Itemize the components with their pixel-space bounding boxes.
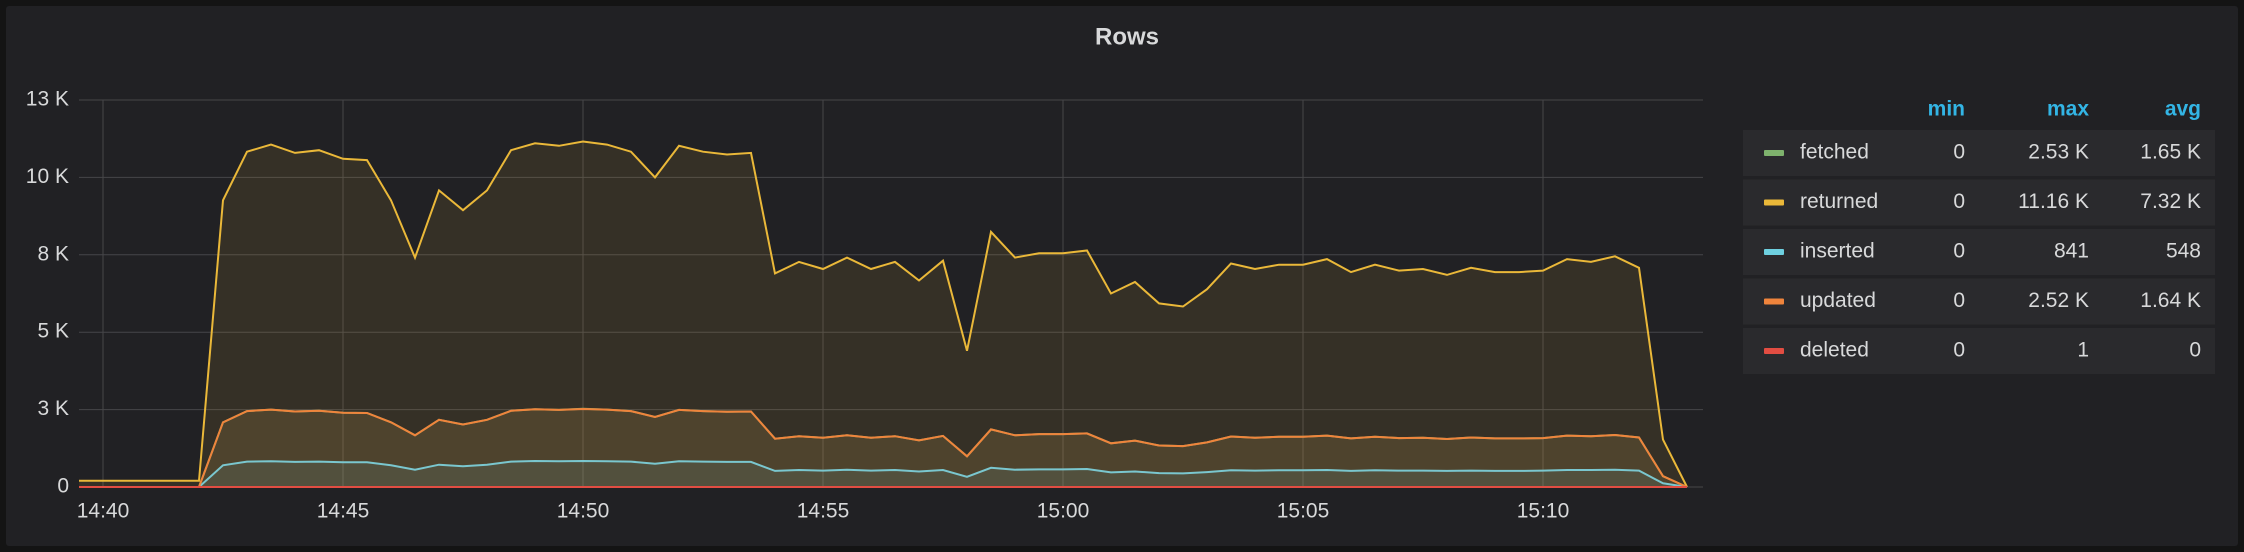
legend-stat: 2.53 K <box>2028 141 2089 164</box>
legend-header: min <box>1928 98 1965 121</box>
legend-row <box>1743 179 2215 226</box>
legend-header: max <box>2047 98 2089 121</box>
legend-stat: 0 <box>1953 141 1965 164</box>
legend-label: updated <box>1800 289 1876 312</box>
legend-stat: 0 <box>1953 190 1965 213</box>
x-tick-label: 14:55 <box>797 500 850 523</box>
legend-stat: 1 <box>2077 339 2089 362</box>
legend-stat: 1.64 K <box>2140 289 2201 312</box>
legend-stat: 2.52 K <box>2028 289 2089 312</box>
legend-stat: 11.16 K <box>2018 190 2089 213</box>
legend-label: inserted <box>1800 240 1875 263</box>
panel-background <box>6 6 2238 546</box>
legend-stat: 0 <box>1953 339 1965 362</box>
y-tick-label: 5 K <box>37 320 69 343</box>
chart-title: Rows <box>1095 23 1159 50</box>
legend-stat: 1.65 K <box>2140 141 2201 164</box>
series-line <box>79 140 1688 488</box>
legend-stat: 0 <box>1953 289 1965 312</box>
x-tick-label: 15:05 <box>1277 500 1330 523</box>
legend-row <box>1743 229 2215 275</box>
legend-label: returned <box>1800 190 1878 213</box>
legend-swatch <box>1764 348 1784 354</box>
x-tick-label: 14:40 <box>77 500 130 523</box>
x-tick-label: 15:10 <box>1517 500 1570 523</box>
series-line <box>79 459 1688 488</box>
series-area <box>79 409 1687 487</box>
y-tick-label: 10 K <box>26 165 69 188</box>
y-tick-label: 0 <box>57 475 69 498</box>
legend-row <box>1743 278 2215 325</box>
legend-row <box>1743 130 2215 176</box>
y-tick-label: 8 K <box>37 242 69 265</box>
legend-stat: 7.32 K <box>2140 190 2201 213</box>
x-tick-label: 14:50 <box>557 500 610 523</box>
legend-stat: 0 <box>1953 240 1965 263</box>
legend-row <box>1743 328 2215 374</box>
series-area <box>79 408 1687 487</box>
legend-swatch <box>1764 150 1784 156</box>
legend-header: avg <box>2165 98 2201 121</box>
legend-stat: 548 <box>2166 240 2201 263</box>
legend-label: deleted <box>1800 339 1869 362</box>
x-tick-label: 14:45 <box>317 500 370 523</box>
series-line <box>79 407 1688 488</box>
series-area <box>79 461 1687 487</box>
series-area <box>79 141 1687 487</box>
legend-stat: 841 <box>2054 240 2089 263</box>
legend-label: fetched <box>1800 141 1869 164</box>
y-tick-label: 13 K <box>26 88 69 111</box>
x-tick-label: 15:00 <box>1037 500 1090 523</box>
y-tick-label: 3 K <box>37 397 69 420</box>
legend-swatch <box>1764 298 1784 305</box>
legend-swatch <box>1764 199 1784 206</box>
legend-stat: 0 <box>2189 339 2201 362</box>
legend-swatch <box>1764 249 1784 255</box>
